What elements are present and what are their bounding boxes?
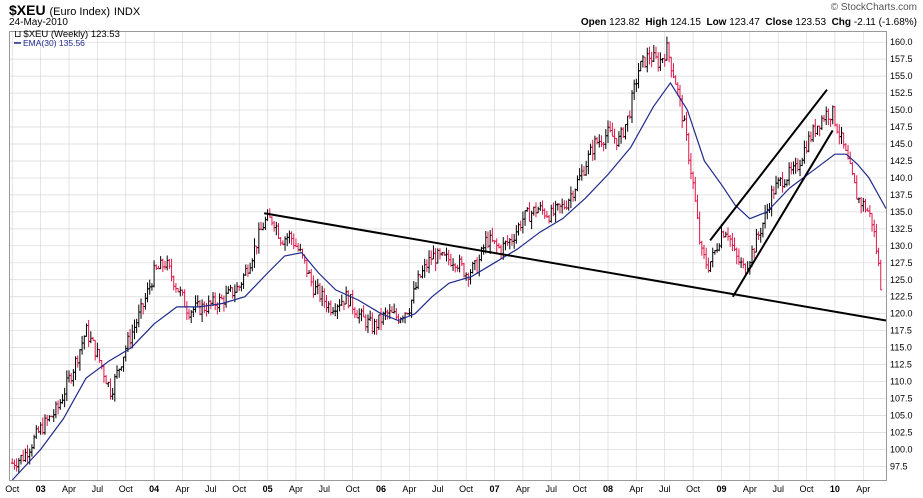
low-value: 123.47 bbox=[729, 17, 760, 28]
y-tick-label: 112.5 bbox=[890, 360, 912, 370]
trendline-layer bbox=[264, 89, 887, 322]
y-tick-label: 102.5 bbox=[890, 427, 913, 437]
y-tick-label: 140.0 bbox=[890, 173, 913, 183]
open-label: Open bbox=[580, 17, 607, 28]
x-tick-label: 08 bbox=[603, 484, 613, 494]
x-tick-label: Apr bbox=[856, 484, 870, 494]
x-tick-label: Oct bbox=[5, 484, 20, 494]
y-tick-label: 125.0 bbox=[890, 275, 913, 285]
legend-price-label: ⊔ $XEU (Weekly) 123.53 bbox=[14, 29, 120, 40]
y-tick-label: 147.5 bbox=[890, 122, 913, 132]
legend-ema-label: EMA(30) 135.56 bbox=[23, 38, 85, 48]
x-tick-label: Jul bbox=[92, 484, 104, 494]
trendline bbox=[264, 212, 887, 322]
x-tick-label: Apr bbox=[175, 484, 189, 494]
y-tick-label: 105.0 bbox=[890, 411, 913, 421]
close-value: 123.53 bbox=[795, 17, 827, 28]
y-tick-label: 97.5 bbox=[890, 461, 908, 471]
y-tick-label: 122.5 bbox=[890, 292, 913, 302]
grid-layer bbox=[10, 32, 886, 480]
x-tick-label: Apr bbox=[402, 484, 416, 494]
x-tick-label: Apr bbox=[289, 484, 303, 494]
y-tick-label: 135.0 bbox=[890, 207, 913, 217]
y-tick-label: 107.5 bbox=[890, 394, 913, 404]
x-tick-label: Oct bbox=[459, 484, 474, 494]
y-tick-label: 110.0 bbox=[890, 377, 912, 387]
y-tick-label: 115.0 bbox=[890, 343, 912, 353]
y-tick-label: 150.0 bbox=[890, 105, 913, 115]
x-tick-label: Oct bbox=[346, 484, 361, 494]
x-tick-label: Jul bbox=[772, 484, 784, 494]
trendline bbox=[731, 129, 834, 298]
x-tick-label: 03 bbox=[36, 484, 46, 494]
x-tick-label: 10 bbox=[830, 484, 840, 494]
x-tick-label: Oct bbox=[686, 484, 701, 494]
x-tick-label: Oct bbox=[800, 484, 815, 494]
chg-value: -2.11 (-1.68%) bbox=[853, 17, 917, 28]
x-tick-label: 07 bbox=[490, 484, 500, 494]
x-tick-label: Apr bbox=[62, 484, 76, 494]
y-tick-label: 120.0 bbox=[890, 309, 913, 319]
x-tick-label: Apr bbox=[743, 484, 757, 494]
y-tick-label: 117.5 bbox=[890, 326, 912, 336]
symbol-text: $XEU bbox=[9, 2, 46, 18]
price-bars-layer bbox=[10, 36, 883, 474]
close-label: Close bbox=[765, 17, 793, 28]
ema-layer bbox=[11, 81, 887, 481]
x-tick-label: Jul bbox=[205, 484, 217, 494]
trendline bbox=[709, 89, 828, 242]
symbol-exchange: INDX bbox=[113, 6, 141, 18]
y-tick-label: 137.5 bbox=[890, 190, 913, 200]
legend-price-text: $XEU (Weekly) 123.53 bbox=[23, 29, 119, 40]
legend: ⊔ $XEU (Weekly) 123.53 EMA(30) 135.56 bbox=[14, 29, 120, 48]
axis-labels-layer: 97.5 100.0 102.5 105.0 107.5 110.0 112.5 115.0 1… bbox=[5, 37, 912, 494]
legend-bar-icon: ⊔ bbox=[14, 29, 21, 40]
chg-label: Chg bbox=[831, 17, 852, 28]
y-tick-label: 152.5 bbox=[890, 88, 913, 98]
y-tick-label: 100.0 bbox=[890, 444, 913, 454]
x-tick-label: 05 bbox=[263, 484, 273, 494]
y-tick-label: 127.5 bbox=[890, 258, 913, 268]
x-tick-label: Apr bbox=[629, 484, 643, 494]
open-value: 123.82 bbox=[609, 17, 640, 28]
brand-watermark: © StockCharts.com bbox=[830, 2, 917, 13]
y-tick-label: 157.5 bbox=[890, 54, 913, 64]
chart-date: 24-May-2010 bbox=[9, 17, 68, 28]
x-tick-label: 06 bbox=[376, 484, 386, 494]
symbol-name: (Euro Index) bbox=[49, 6, 110, 18]
high-label: High bbox=[645, 17, 668, 28]
x-tick-label: Apr bbox=[516, 484, 530, 494]
y-tick-label: 160.0 bbox=[890, 37, 913, 47]
y-tick-label: 130.0 bbox=[890, 241, 913, 251]
quote-summary: Open 123.82 High 124.15 Low 123.47 Close… bbox=[581, 17, 917, 28]
plot-frame bbox=[9, 31, 887, 481]
low-label: Low bbox=[706, 17, 727, 28]
y-tick-label: 132.5 bbox=[890, 224, 913, 234]
x-tick-label: Oct bbox=[573, 484, 588, 494]
y-tick-label: 145.0 bbox=[890, 139, 913, 149]
x-tick-label: Jul bbox=[432, 484, 444, 494]
x-tick-label: Oct bbox=[119, 484, 134, 494]
ema-line bbox=[11, 81, 887, 481]
x-tick-label: Oct bbox=[232, 484, 247, 494]
y-tick-label: 155.0 bbox=[890, 71, 913, 81]
high-value: 124.15 bbox=[670, 17, 701, 28]
x-tick-label: 09 bbox=[716, 484, 726, 494]
y-tick-label: 142.5 bbox=[890, 156, 913, 166]
chart-symbol-title: $XEU (Euro Index) INDX bbox=[9, 2, 140, 18]
x-tick-label: Jul bbox=[319, 484, 331, 494]
x-tick-label: 04 bbox=[149, 484, 159, 494]
x-tick-label: Jul bbox=[546, 484, 558, 494]
x-tick-label: Jul bbox=[659, 484, 671, 494]
